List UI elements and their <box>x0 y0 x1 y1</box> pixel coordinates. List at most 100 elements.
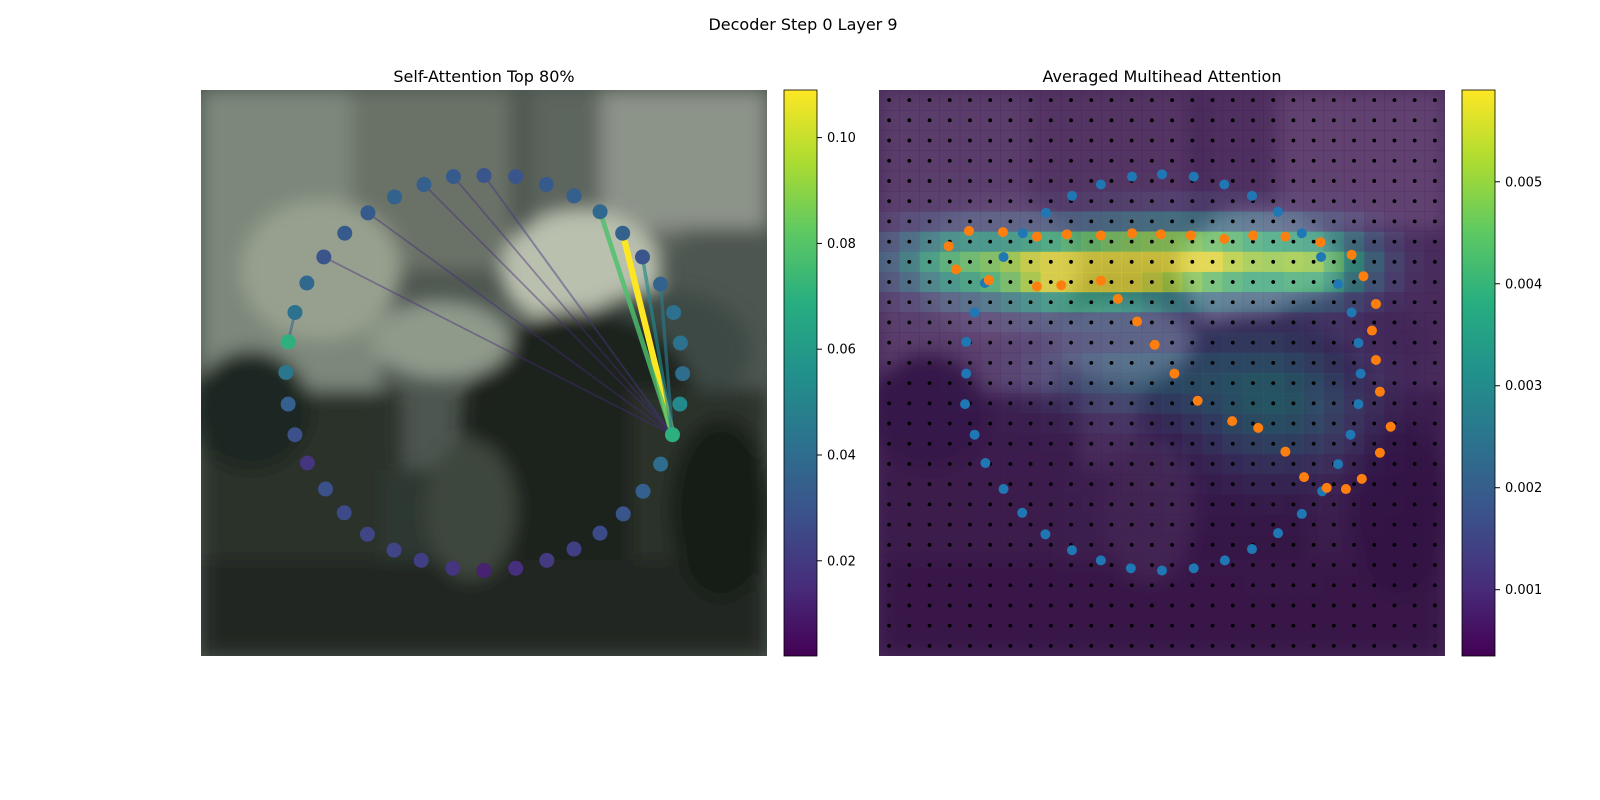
grid-dot <box>1271 239 1276 244</box>
grid-dot <box>1149 522 1154 527</box>
grid-dot <box>1069 340 1073 345</box>
keypoint <box>1149 339 1160 350</box>
grid-dot <box>1008 643 1013 648</box>
grid-dot <box>1311 401 1316 406</box>
grid-dot <box>1372 118 1377 123</box>
grid-dot <box>1352 360 1356 365</box>
grid-dot <box>1069 563 1073 567</box>
grid-dot <box>1311 441 1316 446</box>
grid-dot <box>1372 502 1377 507</box>
grid-dot <box>947 482 952 487</box>
grid-dot <box>1129 401 1134 406</box>
grid-dot <box>1170 239 1175 244</box>
grid-dot <box>1210 219 1215 224</box>
grid-dot <box>1048 179 1053 183</box>
grid-dot <box>1230 360 1235 365</box>
attention-point <box>675 366 691 382</box>
grid-dot <box>907 643 912 648</box>
grid-dot <box>1170 502 1175 507</box>
grid-dot <box>1271 280 1276 284</box>
grid-dot <box>1129 360 1134 365</box>
grid-dot <box>1291 482 1296 487</box>
right-colorbar-ticks: 0.001 0.002 0.003 0.004 0.005 <box>1495 175 1542 598</box>
grid-dot <box>1028 360 1033 365</box>
grid-dot <box>1412 563 1417 567</box>
colorbar-tick-label: 0.10 <box>827 131 856 146</box>
grid-dot <box>1331 300 1336 305</box>
keypoint <box>1031 231 1042 242</box>
grid-dot <box>1331 179 1336 183</box>
grid-dot <box>1008 542 1013 547</box>
grid-dot <box>1352 441 1356 446</box>
grid-dot <box>1352 522 1356 527</box>
grid-dot <box>1291 360 1296 365</box>
grid-dot <box>1412 320 1417 325</box>
keypoint <box>1056 280 1067 291</box>
grid-dot <box>907 300 912 305</box>
keypoint <box>1296 508 1307 519</box>
attention-point <box>337 225 353 241</box>
grid-dot <box>1210 118 1215 123</box>
grid-dot <box>1170 381 1175 386</box>
grid-dot <box>1069 320 1073 325</box>
grid-dot <box>1149 603 1154 608</box>
grid-dot <box>1190 421 1195 426</box>
grid-dot <box>988 441 993 446</box>
grid-dot <box>1170 300 1175 305</box>
grid-dot <box>1089 199 1094 204</box>
grid-dot <box>1331 542 1336 547</box>
grid-dot <box>1008 118 1013 123</box>
grid-dot <box>1170 441 1175 446</box>
grid-dot <box>1190 138 1195 143</box>
grid-dot <box>927 643 932 648</box>
grid-dot <box>1008 360 1013 365</box>
grid-dot <box>887 179 892 183</box>
grid-dot <box>907 239 912 244</box>
grid-dot <box>1210 421 1215 426</box>
grid-dot <box>988 219 993 224</box>
grid-dot <box>1331 118 1336 123</box>
keypoint <box>1227 416 1238 427</box>
attention-point <box>539 552 555 568</box>
grid-dot <box>1109 603 1114 608</box>
grid-dot <box>1372 462 1377 466</box>
grid-dot <box>1311 259 1316 264</box>
grid-dot <box>988 381 993 386</box>
keypoint <box>1095 275 1106 286</box>
grid-dot <box>988 563 993 567</box>
grid-dot <box>1271 300 1276 305</box>
attention-point <box>445 560 461 576</box>
grid-dot <box>1271 542 1276 547</box>
grid-dot <box>1069 401 1073 406</box>
grid-dot <box>1392 199 1397 204</box>
grid-dot <box>1331 98 1336 103</box>
grid-dot <box>1311 421 1316 426</box>
grid-dot <box>947 623 952 628</box>
grid-dot <box>1170 482 1175 487</box>
grid-dot <box>1109 482 1114 487</box>
grid-dot <box>1190 462 1195 466</box>
grid-dot <box>1311 360 1316 365</box>
grid-dot <box>1331 219 1336 224</box>
grid-dot <box>1048 441 1053 446</box>
grid-dot <box>968 320 972 325</box>
grid-dot <box>1210 603 1215 608</box>
grid-dot <box>1311 381 1316 386</box>
grid-dot <box>907 603 912 608</box>
grid-dot <box>1028 542 1033 547</box>
grid-dot <box>947 381 952 386</box>
keypoint <box>1185 230 1196 241</box>
attention-point <box>592 204 608 220</box>
grid-dot <box>1109 239 1114 244</box>
right-panel: Averaged Multihead Attention 0.0010.0020… <box>879 67 1542 657</box>
grid-dot <box>927 502 932 507</box>
grid-dot <box>1048 502 1053 507</box>
grid-dot <box>968 158 972 163</box>
grid-dot <box>1331 643 1336 648</box>
grid-dot <box>1372 138 1377 143</box>
keypoint <box>980 457 991 468</box>
grid-dot <box>968 643 972 648</box>
grid-dot <box>1089 381 1094 386</box>
grid-dot <box>988 179 993 183</box>
keypoint <box>983 275 994 286</box>
